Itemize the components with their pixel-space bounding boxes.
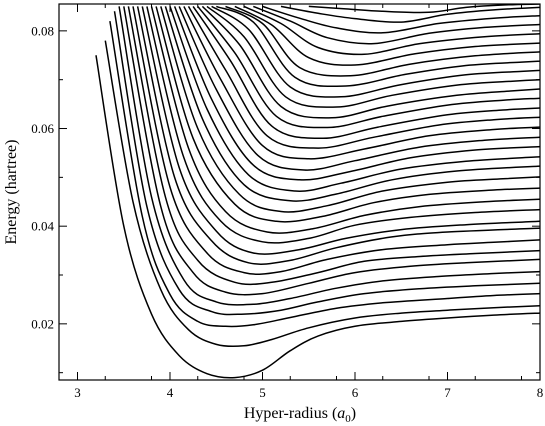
- y-tick-label: 0.04: [31, 219, 54, 234]
- energy-curve-3: [109, 20, 540, 328]
- x-tick-label: 4: [167, 385, 174, 400]
- energy-curve-9: [136, 6, 540, 265]
- x-tick-label: 3: [74, 385, 81, 400]
- energy-curve-21: [192, 5, 540, 140]
- energy-curve-1: [95, 55, 540, 379]
- y-tick-label: 0.02: [31, 316, 54, 331]
- x-tick-label: 6: [352, 385, 359, 400]
- y-tick-label: 0.06: [31, 121, 54, 136]
- energy-curve-16: [169, 6, 540, 192]
- energy-curve-30: [253, 5, 540, 45]
- plot-frame: [58, 3, 541, 381]
- energy-curve-28: [234, 5, 540, 66]
- energy-curve-26: [216, 5, 540, 88]
- energy-curve-19: [183, 6, 540, 160]
- energy-curve-5: [118, 6, 540, 306]
- energy-curve-25: [211, 5, 540, 98]
- x-tick-label: 7: [444, 385, 451, 400]
- energy-curve-11: [146, 6, 540, 244]
- energy-curve-22: [197, 5, 540, 129]
- energy-curve-10: [141, 6, 540, 255]
- y-axis-title: Energy (hartree): [3, 140, 20, 245]
- energy-curve-4: [113, 11, 540, 316]
- energy-curve-18: [178, 6, 540, 171]
- energy-curve-13: [155, 6, 540, 223]
- energy-curve-7: [127, 6, 540, 286]
- energy-curve-24: [206, 5, 540, 108]
- energy-curve-23: [201, 5, 540, 119]
- energy-curve-29: [243, 5, 540, 56]
- energy-curve-6: [123, 6, 540, 296]
- curves-group: [95, 4, 540, 379]
- energy-curve-2: [104, 40, 540, 348]
- axis-tick-labels: 3 4 5 6 7 8 0.02 0.04 0.06 0.08: [31, 23, 543, 400]
- y-tick-label: 0.08: [31, 23, 54, 38]
- energy-curve-27: [225, 5, 540, 77]
- energy-curve-33: [308, 4, 540, 14]
- energy-curve-8: [132, 6, 540, 275]
- energy-curve-17: [173, 6, 540, 181]
- energy-curve-14: [160, 6, 540, 213]
- energy-curve-20: [187, 6, 540, 149]
- energy-curve-12: [150, 6, 540, 234]
- energy-curve-32: [280, 5, 540, 23]
- energy-curve-15: [164, 6, 540, 202]
- energy-curve-31: [262, 5, 540, 34]
- x-tick-label: 8: [537, 385, 544, 400]
- axis-ticks: [58, 4, 541, 380]
- x-tick-label: 5: [259, 385, 266, 400]
- x-axis-title: Hyper-radius (a0): [244, 405, 356, 425]
